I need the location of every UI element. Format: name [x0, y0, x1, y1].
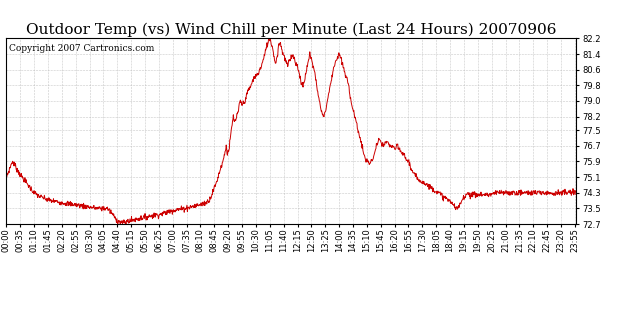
Text: Copyright 2007 Cartronics.com: Copyright 2007 Cartronics.com	[9, 44, 154, 53]
Title: Outdoor Temp (vs) Wind Chill per Minute (Last 24 Hours) 20070906: Outdoor Temp (vs) Wind Chill per Minute …	[26, 23, 557, 37]
